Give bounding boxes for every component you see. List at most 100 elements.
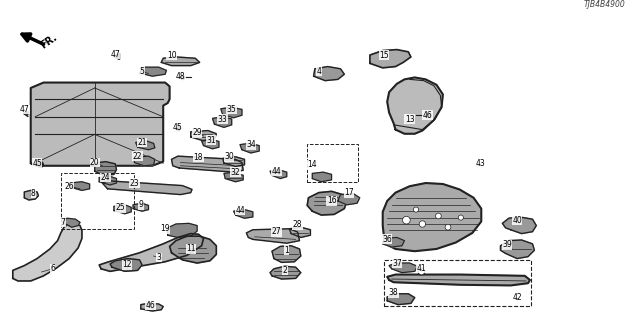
Polygon shape	[63, 218, 80, 227]
Text: 4: 4	[316, 67, 321, 76]
Polygon shape	[99, 176, 116, 185]
Polygon shape	[69, 182, 90, 190]
Polygon shape	[270, 266, 301, 279]
Text: 8: 8	[31, 189, 36, 198]
Text: 37: 37	[392, 259, 402, 268]
Text: 42: 42	[512, 293, 522, 302]
Text: 47: 47	[19, 105, 29, 114]
Polygon shape	[161, 57, 200, 66]
Text: 43: 43	[475, 159, 485, 168]
Text: 30: 30	[224, 152, 234, 161]
Polygon shape	[246, 229, 300, 243]
Circle shape	[458, 215, 463, 220]
Text: FR.: FR.	[38, 32, 59, 50]
Text: 20: 20	[90, 158, 100, 167]
Text: 48: 48	[175, 72, 186, 81]
Text: 31: 31	[206, 136, 216, 145]
Text: 14: 14	[307, 160, 317, 169]
Circle shape	[413, 207, 419, 212]
Polygon shape	[136, 141, 155, 150]
Polygon shape	[383, 183, 481, 251]
Text: 22: 22	[133, 152, 142, 161]
Text: 36: 36	[382, 235, 392, 244]
Text: 15: 15	[379, 51, 389, 60]
Text: 19: 19	[160, 224, 170, 233]
Polygon shape	[387, 77, 443, 134]
Bar	[61, 173, 134, 229]
Text: 35: 35	[227, 105, 237, 114]
Polygon shape	[221, 107, 242, 118]
Polygon shape	[168, 223, 197, 237]
Text: 12: 12	[122, 260, 131, 269]
Text: 17: 17	[344, 188, 354, 197]
Polygon shape	[240, 143, 259, 153]
Polygon shape	[389, 263, 417, 273]
Polygon shape	[141, 303, 163, 311]
Text: 26: 26	[64, 182, 74, 191]
Polygon shape	[13, 223, 82, 281]
Text: 34: 34	[246, 140, 256, 149]
Polygon shape	[114, 205, 131, 214]
Text: 24: 24	[100, 173, 111, 182]
Text: 18: 18	[194, 153, 203, 162]
Polygon shape	[289, 227, 310, 237]
Bar	[307, 144, 358, 182]
Text: 45: 45	[173, 124, 183, 132]
Polygon shape	[314, 67, 344, 81]
Polygon shape	[223, 157, 244, 166]
Polygon shape	[24, 190, 38, 200]
Text: 23: 23	[129, 179, 140, 188]
Polygon shape	[172, 156, 243, 172]
Polygon shape	[202, 139, 219, 149]
Polygon shape	[383, 237, 404, 247]
Polygon shape	[270, 170, 287, 179]
Text: 28: 28	[293, 220, 302, 229]
Text: 46: 46	[145, 301, 156, 310]
Polygon shape	[95, 162, 116, 175]
Text: 9: 9	[138, 200, 143, 209]
Polygon shape	[338, 194, 360, 205]
Circle shape	[419, 221, 426, 227]
Text: 40: 40	[512, 216, 522, 225]
Polygon shape	[272, 246, 301, 262]
Circle shape	[436, 213, 442, 219]
Polygon shape	[134, 156, 155, 166]
Polygon shape	[224, 172, 243, 182]
Polygon shape	[234, 210, 253, 218]
Bar	[384, 260, 531, 306]
Text: 46: 46	[422, 111, 433, 120]
Text: 16: 16	[326, 196, 337, 205]
Text: 41: 41	[416, 264, 426, 273]
Text: 3: 3	[156, 253, 161, 262]
Text: 47: 47	[110, 50, 120, 59]
Text: 7: 7	[60, 218, 65, 227]
Text: 2: 2	[282, 266, 287, 275]
Text: 13: 13	[404, 115, 415, 124]
Polygon shape	[370, 50, 411, 68]
Text: 27: 27	[271, 228, 282, 236]
Polygon shape	[170, 236, 216, 263]
Text: 44: 44	[271, 167, 282, 176]
Text: 44: 44	[235, 206, 245, 215]
Text: 1: 1	[284, 246, 289, 255]
Polygon shape	[191, 131, 216, 141]
Text: 25: 25	[115, 204, 125, 212]
Text: 11: 11	[186, 244, 195, 253]
Text: 32: 32	[230, 168, 241, 177]
Polygon shape	[212, 117, 232, 127]
Polygon shape	[133, 203, 148, 211]
Text: 33: 33	[218, 115, 228, 124]
Circle shape	[445, 224, 451, 230]
Text: 38: 38	[388, 288, 399, 297]
Text: 39: 39	[502, 240, 512, 249]
Text: 10: 10	[166, 51, 177, 60]
Polygon shape	[99, 234, 204, 271]
Polygon shape	[502, 217, 536, 234]
Polygon shape	[102, 181, 192, 195]
Text: 5: 5	[140, 67, 145, 76]
Polygon shape	[307, 191, 347, 215]
Text: 45: 45	[32, 159, 42, 168]
Polygon shape	[500, 240, 534, 259]
Text: TJB4B4900: TJB4B4900	[584, 0, 626, 9]
Text: 21: 21	[138, 138, 147, 147]
